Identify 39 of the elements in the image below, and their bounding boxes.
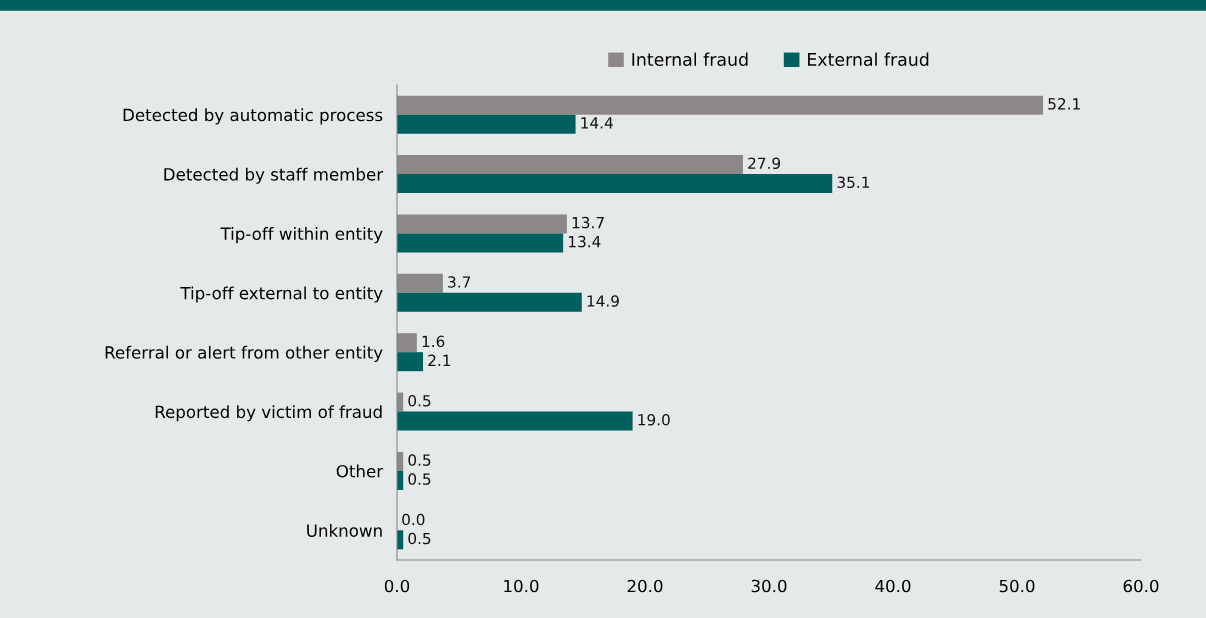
data-label: 52.1 xyxy=(1048,98,1080,110)
x-tick-label: 0.0 xyxy=(384,579,410,593)
x-tick-label: 40.0 xyxy=(875,579,911,593)
bar xyxy=(397,292,582,312)
data-label: 3.7 xyxy=(448,276,471,288)
data-label: 13.4 xyxy=(569,235,601,248)
x-tick-label: 60.0 xyxy=(1123,579,1159,593)
data-label: 27.9 xyxy=(748,157,781,169)
data-label: 1.6 xyxy=(422,335,445,348)
y-tick-label: Reported by victim of fraud xyxy=(155,405,382,422)
legend-label: External fraud xyxy=(808,52,929,67)
y-tick-label: Detected by staff member xyxy=(164,167,384,184)
data-label: 0.0 xyxy=(402,513,425,526)
data-label: 35.1 xyxy=(837,176,870,188)
y-tick-label: Tip-off within entity xyxy=(220,227,383,244)
y-tick-label: Unknown xyxy=(307,523,382,537)
legend-label: Internal fraud xyxy=(632,52,748,67)
x-tick-label: 50.0 xyxy=(999,579,1035,593)
data-label: 0.5 xyxy=(408,473,431,485)
bar xyxy=(397,233,564,253)
data-label: 0.5 xyxy=(408,394,431,407)
data-label: 19.0 xyxy=(638,413,670,426)
data-label: 0.5 xyxy=(408,454,431,466)
bar xyxy=(397,411,633,431)
data-label: 13.7 xyxy=(572,216,604,229)
bar xyxy=(397,114,576,134)
data-label: 2.1 xyxy=(428,354,451,366)
data-label: 14.9 xyxy=(587,295,619,307)
x-tick-label: 10.0 xyxy=(504,579,539,593)
bar xyxy=(397,352,424,372)
y-tick-label: Other xyxy=(336,464,384,478)
x-tick-label: 30.0 xyxy=(751,579,787,593)
y-tick-label: Tip-off external to entity xyxy=(180,286,383,303)
data-label: 0.5 xyxy=(408,532,431,545)
bar xyxy=(397,174,833,194)
y-tick-label: Detected by automatic process xyxy=(123,108,383,125)
x-tick-label: 20.0 xyxy=(627,579,663,593)
data-label: 14.4 xyxy=(581,117,613,129)
y-tick-label: Referral or alert from other entity xyxy=(105,345,383,362)
